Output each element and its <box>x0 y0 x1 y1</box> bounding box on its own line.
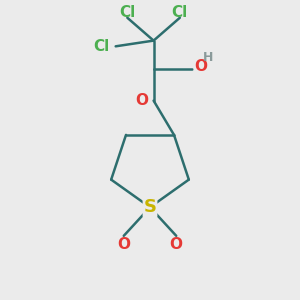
Text: H: H <box>203 51 214 64</box>
Text: Cl: Cl <box>94 39 110 54</box>
Text: O: O <box>170 237 183 252</box>
Text: Cl: Cl <box>172 4 188 20</box>
Text: S: S <box>143 198 157 216</box>
Text: O: O <box>135 93 148 108</box>
Text: Cl: Cl <box>119 4 136 20</box>
Text: O: O <box>194 59 207 74</box>
Text: O: O <box>117 237 130 252</box>
